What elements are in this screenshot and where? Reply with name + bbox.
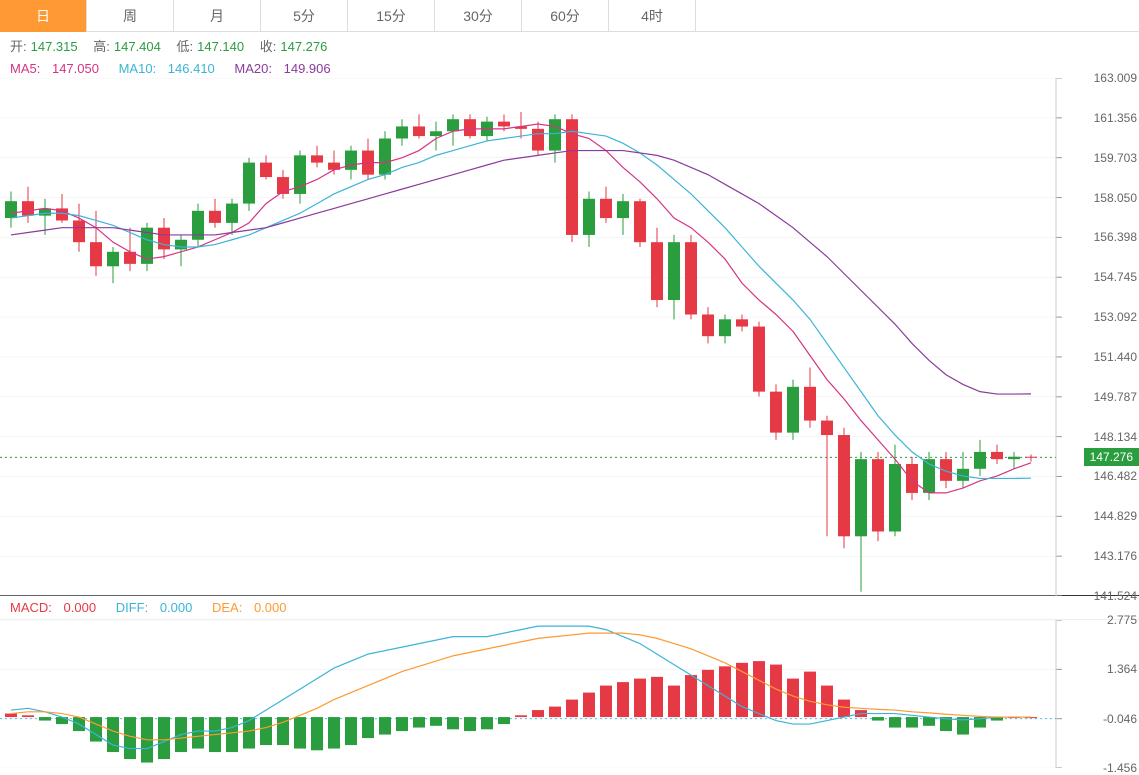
y-axis-tick: 146.482 bbox=[1094, 469, 1137, 483]
y-axis-tick: 148.134 bbox=[1094, 430, 1137, 444]
close-label: 收: bbox=[260, 39, 277, 54]
ma10-label: MA10: 146.410 bbox=[119, 61, 223, 76]
low-label: 低: bbox=[177, 39, 194, 54]
dea-label: DEA: 0.000 bbox=[212, 600, 295, 615]
y-axis-tick: 144.829 bbox=[1094, 509, 1137, 523]
timeframe-tab[interactable]: 月 bbox=[174, 0, 261, 32]
high-label: 高: bbox=[93, 39, 110, 54]
low-value: 147.140 bbox=[197, 39, 244, 54]
ma5-label: MA5: 147.050 bbox=[10, 61, 107, 76]
macd-labels: MACD: 0.000 DIFF: 0.000 DEA: 0.000 bbox=[0, 596, 1139, 620]
y-axis-tick: 156.398 bbox=[1094, 230, 1137, 244]
y-axis-tick: 154.745 bbox=[1094, 270, 1137, 284]
y-axis-tick: 158.050 bbox=[1094, 191, 1137, 205]
y-axis-tick: 163.009 bbox=[1094, 71, 1137, 85]
diff-label: DIFF: 0.000 bbox=[116, 600, 201, 615]
y-axis-tick: 149.787 bbox=[1094, 390, 1137, 404]
y-axis-tick: 159.703 bbox=[1094, 151, 1137, 165]
open-value: 147.315 bbox=[31, 39, 78, 54]
ma20-label: MA20: 149.906 bbox=[234, 61, 338, 76]
timeframe-tab[interactable]: 5分 bbox=[261, 0, 348, 32]
timeframe-tab[interactable]: 60分 bbox=[522, 0, 609, 32]
y-axis-tick: 161.356 bbox=[1094, 111, 1137, 125]
macd-chart[interactable]: 2.7751.364-0.046-1.456 bbox=[0, 620, 1139, 768]
macd-y-tick: 1.364 bbox=[1107, 662, 1137, 676]
macd-y-tick: -1.456 bbox=[1103, 761, 1137, 775]
y-axis-tick: 141.524 bbox=[1094, 589, 1137, 603]
timeframe-tab[interactable]: 15分 bbox=[348, 0, 435, 32]
high-value: 147.404 bbox=[114, 39, 161, 54]
current-price-marker: 147.276 bbox=[1084, 448, 1139, 466]
y-axis-tick: 153.092 bbox=[1094, 310, 1137, 324]
timeframe-tab[interactable]: 日 bbox=[0, 0, 87, 32]
ohlc-row: 开: 147.315 高: 147.404 低:147.140 收:147.276 bbox=[0, 32, 1139, 59]
macd-y-tick: 2.775 bbox=[1107, 613, 1137, 627]
timeframe-tabs: 日周月5分15分30分60分4时 bbox=[0, 0, 1139, 32]
macd-y-tick: -0.046 bbox=[1103, 712, 1137, 726]
timeframe-tab[interactable]: 4时 bbox=[609, 0, 696, 32]
candlestick-chart[interactable]: 163.009161.356159.703158.050156.398154.7… bbox=[0, 78, 1139, 596]
macd-label: MACD: 0.000 bbox=[10, 600, 104, 615]
close-value: 147.276 bbox=[280, 39, 327, 54]
ma-row: MA5: 147.050 MA10: 146.410 MA20: 149.906 bbox=[0, 59, 1139, 78]
y-axis-tick: 151.440 bbox=[1094, 350, 1137, 364]
open-label: 开: bbox=[10, 39, 27, 54]
y-axis-tick: 143.176 bbox=[1094, 549, 1137, 563]
timeframe-tab[interactable]: 周 bbox=[87, 0, 174, 32]
timeframe-tab[interactable]: 30分 bbox=[435, 0, 522, 32]
